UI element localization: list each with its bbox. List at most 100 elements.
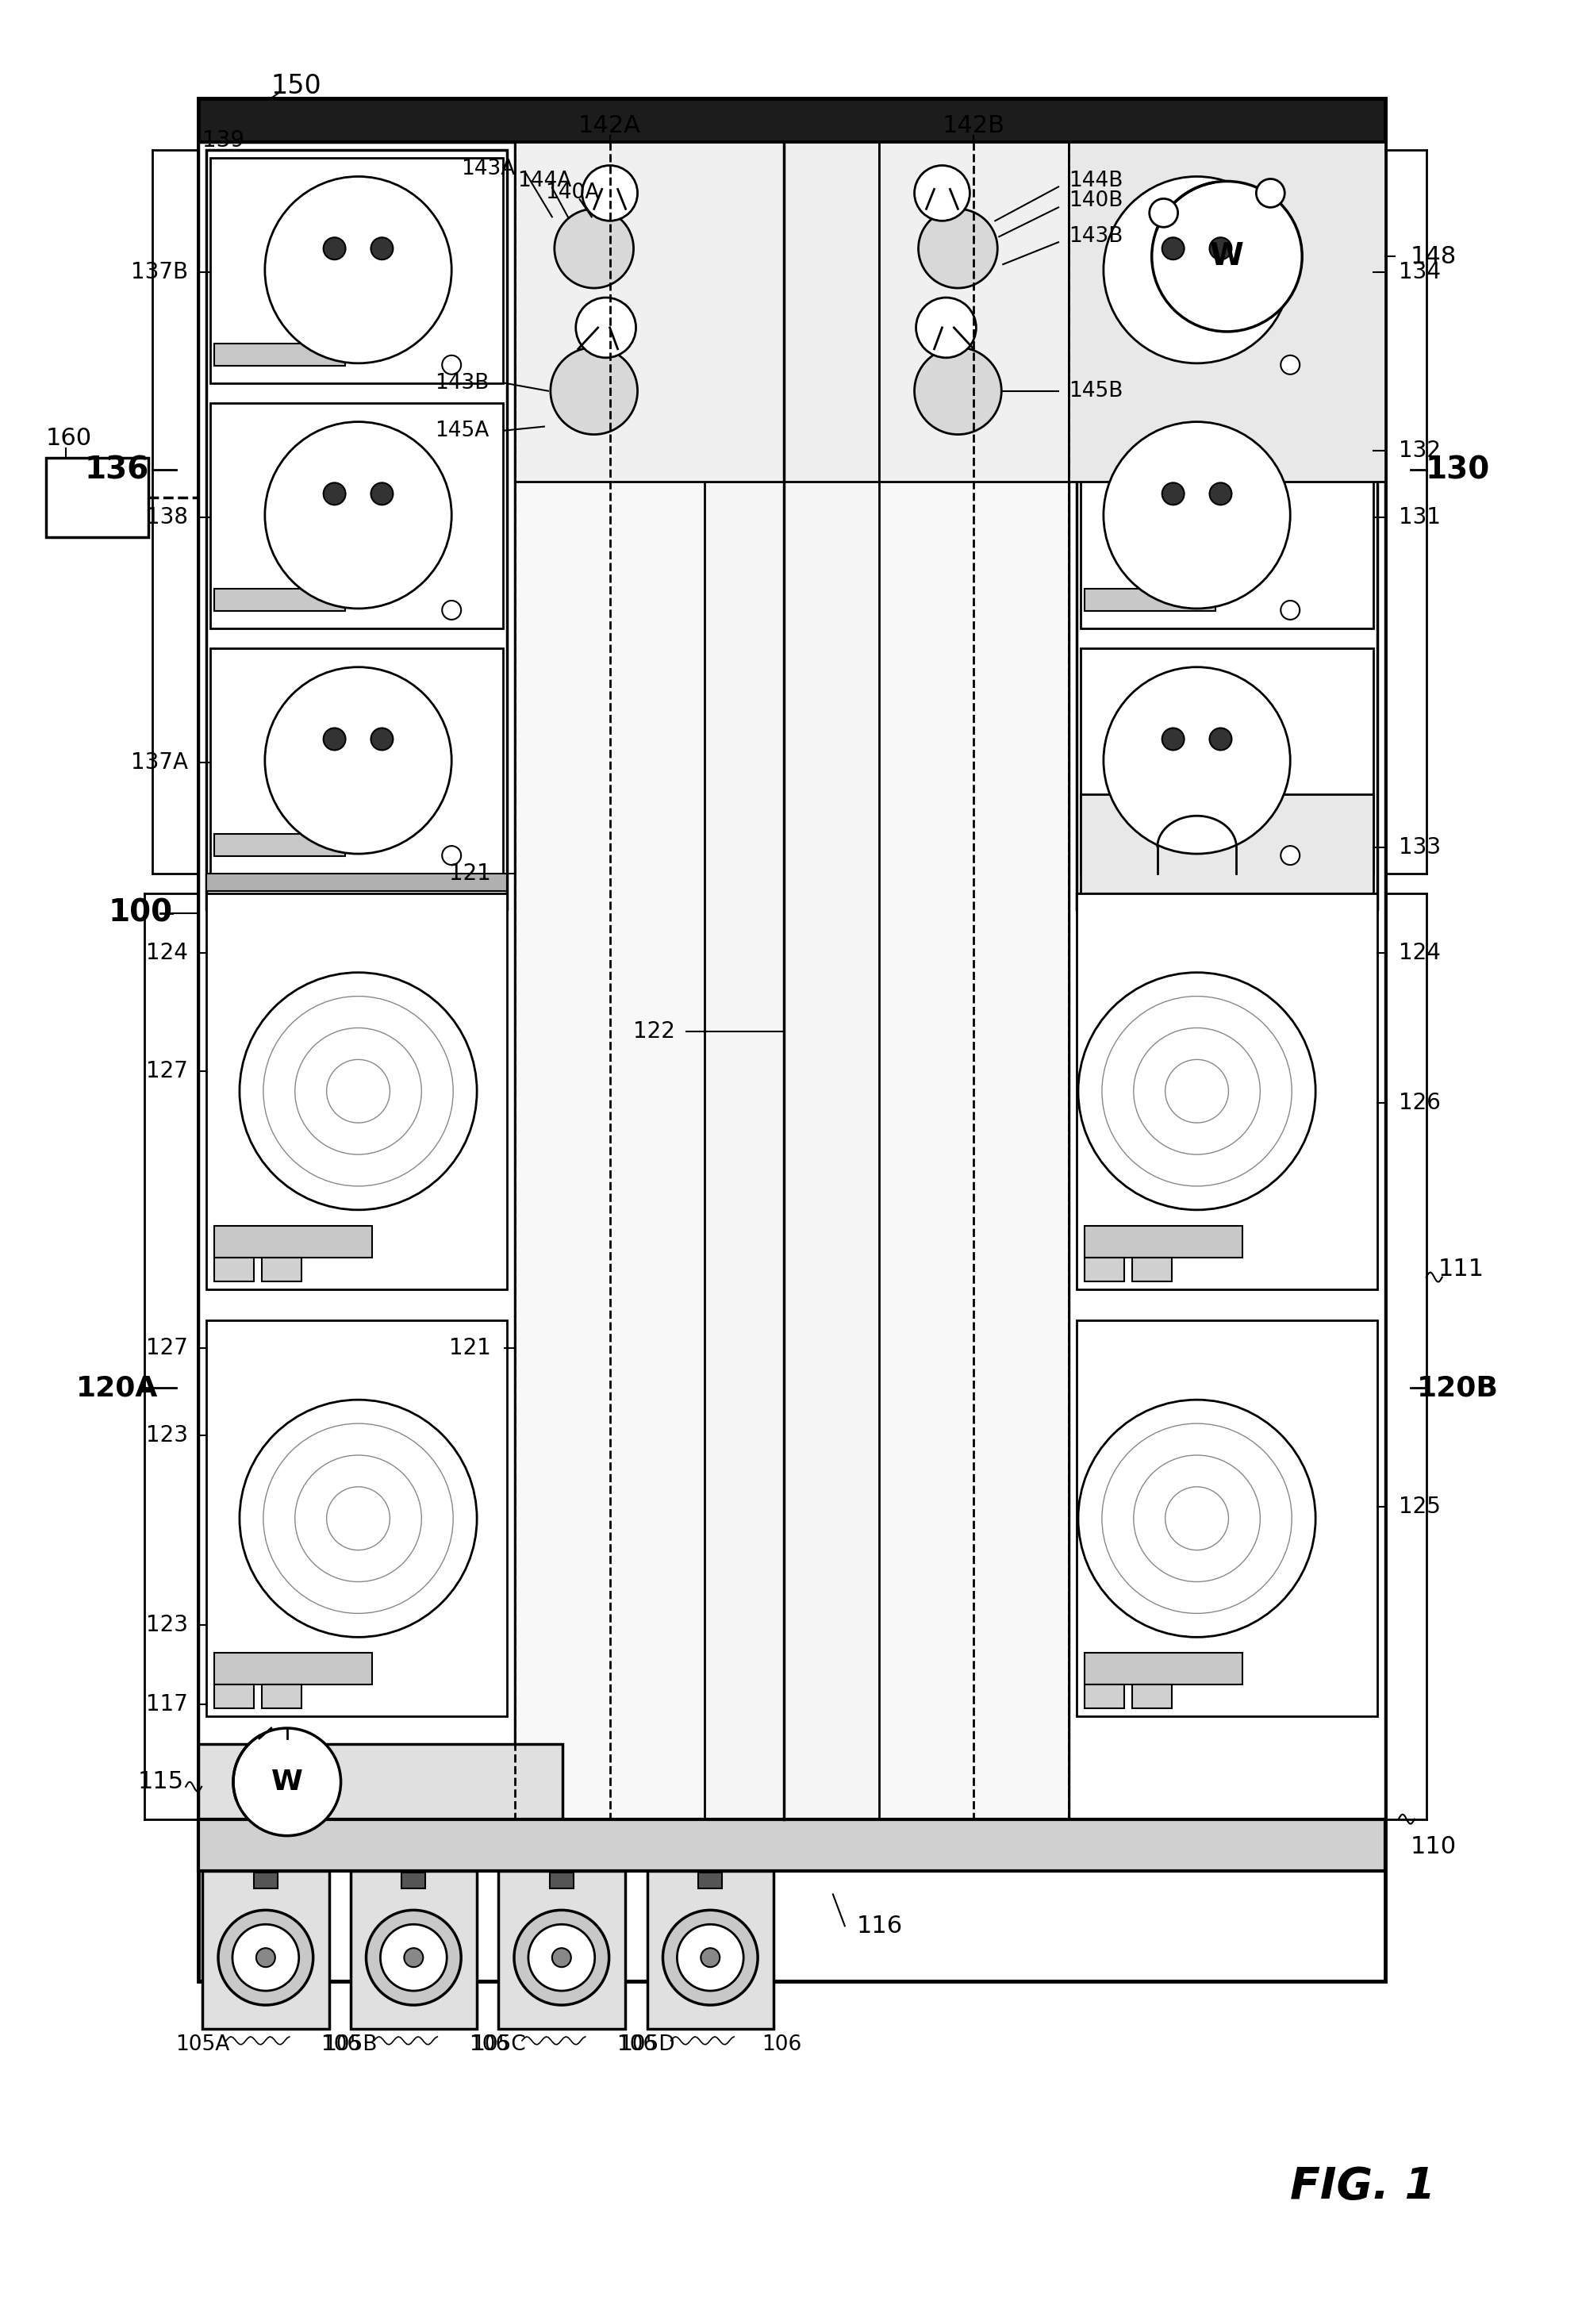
Text: 126: 126	[1398, 1092, 1441, 1113]
Text: 115: 115	[138, 1771, 184, 1794]
Bar	[1085, 834, 1215, 855]
Text: 124: 124	[1398, 941, 1441, 964]
Circle shape	[239, 971, 476, 1211]
Circle shape	[1163, 727, 1185, 751]
Text: 150: 150	[271, 74, 321, 100]
Bar	[514, 142, 704, 1820]
Circle shape	[663, 1910, 758, 2006]
Bar	[198, 1743, 562, 1820]
Text: 160: 160	[46, 428, 92, 451]
Circle shape	[441, 600, 460, 621]
Text: 148: 148	[1411, 244, 1457, 267]
Circle shape	[1104, 667, 1291, 853]
Circle shape	[370, 727, 392, 751]
Circle shape	[1210, 237, 1232, 260]
Text: 100: 100	[109, 897, 172, 927]
Text: 120B: 120B	[1417, 1373, 1498, 1401]
Bar	[214, 1257, 253, 1281]
Bar	[261, 1685, 301, 1708]
Circle shape	[914, 165, 970, 221]
Text: 132: 132	[1398, 439, 1441, 462]
Bar	[214, 1685, 253, 1708]
Bar	[1081, 648, 1373, 874]
Bar	[549, 1873, 573, 1889]
Bar	[1077, 892, 1378, 911]
Circle shape	[380, 1924, 446, 1992]
Circle shape	[916, 297, 976, 358]
Bar	[198, 142, 514, 1820]
Text: W: W	[1210, 242, 1243, 272]
Circle shape	[1210, 483, 1232, 504]
Text: 121: 121	[449, 862, 490, 885]
Bar	[214, 1225, 372, 1257]
Bar	[1081, 402, 1373, 627]
Circle shape	[1281, 356, 1300, 374]
Text: 144B: 144B	[1069, 172, 1123, 191]
Circle shape	[551, 346, 638, 435]
Bar	[1081, 795, 1373, 902]
Bar	[1085, 1257, 1125, 1281]
Text: W: W	[271, 1769, 302, 1796]
Circle shape	[403, 1948, 422, 1966]
Bar	[206, 149, 506, 909]
Circle shape	[218, 1910, 313, 2006]
Circle shape	[233, 1924, 299, 1992]
Text: 143B: 143B	[435, 372, 489, 393]
Circle shape	[264, 667, 451, 853]
Circle shape	[701, 1948, 720, 1966]
Bar	[514, 142, 783, 481]
Circle shape	[514, 1910, 609, 2006]
Circle shape	[1079, 1399, 1316, 1636]
Bar	[202, 1871, 329, 2029]
Bar	[1069, 142, 1386, 1820]
Text: 137A: 137A	[131, 751, 188, 774]
Text: 142B: 142B	[943, 114, 1005, 137]
Bar	[1069, 142, 1386, 481]
Bar	[253, 1873, 277, 1889]
Bar	[1077, 149, 1378, 909]
Circle shape	[370, 483, 392, 504]
Bar	[1133, 1257, 1172, 1281]
Text: 116: 116	[857, 1915, 903, 1938]
Text: 105C: 105C	[471, 2033, 525, 2054]
Circle shape	[264, 421, 451, 609]
Text: 123: 123	[146, 1425, 188, 1446]
Circle shape	[1104, 177, 1291, 363]
Text: 125: 125	[1398, 1494, 1441, 1518]
Circle shape	[919, 209, 998, 288]
Text: 106: 106	[321, 2033, 361, 2054]
Bar	[198, 142, 1386, 1820]
Text: 121: 121	[449, 1336, 490, 1360]
Text: 127: 127	[146, 1060, 188, 1083]
Circle shape	[264, 177, 451, 363]
Text: 111: 111	[1438, 1257, 1484, 1281]
Circle shape	[582, 165, 638, 221]
Text: 123: 123	[146, 1615, 188, 1636]
Bar	[206, 1320, 506, 1715]
Text: 138: 138	[146, 507, 188, 528]
Bar	[210, 158, 503, 383]
Bar	[1085, 1225, 1243, 1257]
Circle shape	[677, 1924, 744, 1992]
Bar	[647, 1871, 774, 2029]
Circle shape	[1281, 600, 1300, 621]
Text: 120A: 120A	[76, 1373, 158, 1401]
Bar	[1085, 1685, 1125, 1708]
Bar	[210, 648, 503, 874]
Text: 143B: 143B	[1069, 225, 1123, 246]
Bar	[198, 1820, 1386, 1871]
Text: 140A: 140A	[544, 184, 600, 205]
Bar	[1077, 892, 1378, 1290]
Bar	[1085, 588, 1215, 611]
Circle shape	[233, 1729, 340, 1836]
Text: FIG. 1: FIG. 1	[1291, 2166, 1435, 2208]
Bar	[350, 1871, 476, 2029]
Bar	[198, 98, 1386, 142]
Circle shape	[323, 727, 345, 751]
Circle shape	[1163, 237, 1185, 260]
Text: 136: 136	[85, 456, 149, 486]
Text: 124: 124	[146, 941, 188, 964]
Circle shape	[441, 846, 460, 865]
Text: 122: 122	[633, 1020, 674, 1043]
Circle shape	[323, 483, 345, 504]
